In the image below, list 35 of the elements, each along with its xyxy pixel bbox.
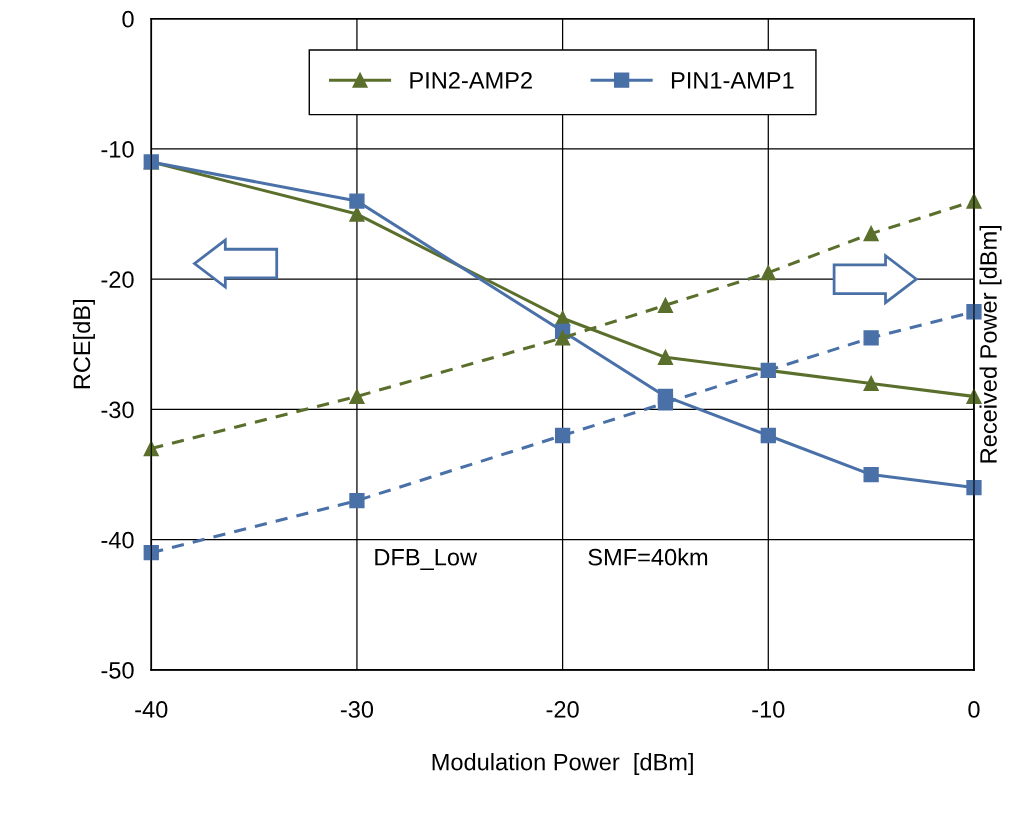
x-tick-label: -10 bbox=[752, 701, 785, 718]
annotation: SMF=40km bbox=[588, 548, 708, 566]
point bbox=[966, 479, 982, 496]
x-tick-label: -40 bbox=[135, 701, 168, 718]
y-tick-label: 0 bbox=[122, 10, 134, 28]
point bbox=[349, 193, 365, 209]
point bbox=[863, 466, 879, 483]
point bbox=[349, 388, 365, 405]
y-axis-title: RCE[dB] bbox=[72, 300, 95, 389]
point bbox=[143, 545, 159, 561]
x-tick-label: 0 bbox=[968, 701, 980, 718]
y-tick-label: -30 bbox=[101, 401, 134, 419]
point bbox=[657, 395, 674, 411]
y-tick-label: -10 bbox=[101, 141, 134, 158]
y-tick-label: -40 bbox=[101, 531, 134, 549]
annotation: DFB_Low bbox=[375, 549, 478, 571]
point bbox=[863, 330, 879, 346]
x-tick-label: -20 bbox=[546, 701, 579, 718]
point bbox=[760, 427, 776, 444]
y2-axis-title: Received Power [dBm] bbox=[979, 225, 1002, 463]
point bbox=[349, 206, 365, 222]
x-tick-label: -30 bbox=[340, 701, 374, 718]
legend-label: PIN1-AMP1 bbox=[671, 72, 794, 89]
point bbox=[349, 492, 365, 509]
point bbox=[863, 375, 879, 392]
y-tick-label: -20 bbox=[101, 271, 134, 288]
point bbox=[760, 265, 776, 281]
y-tick-label: -50 bbox=[101, 661, 134, 679]
point bbox=[657, 297, 674, 313]
point bbox=[657, 349, 674, 365]
point bbox=[863, 225, 879, 242]
legend-label: PIN2-AMP2 bbox=[410, 71, 532, 89]
x-axis-title: Modulation Power [dBm] bbox=[432, 753, 693, 776]
point bbox=[554, 427, 571, 444]
point bbox=[554, 330, 571, 346]
